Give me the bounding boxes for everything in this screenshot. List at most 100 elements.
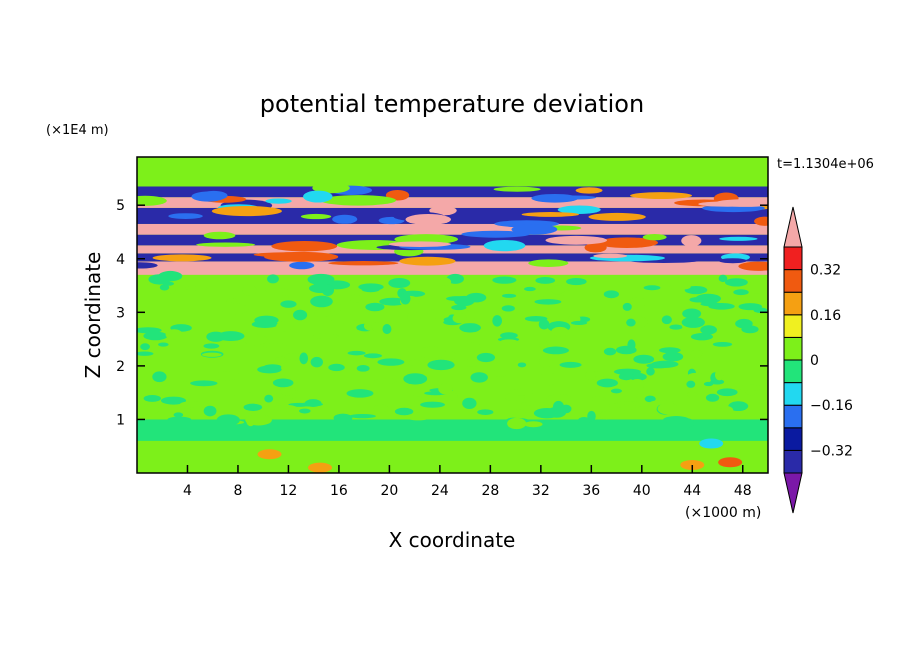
field-blob xyxy=(646,362,670,369)
field-blob xyxy=(588,212,646,221)
field-blob xyxy=(221,303,249,315)
field-blob xyxy=(560,404,572,414)
time-label: t=1.1304e+06 xyxy=(777,157,874,172)
field-blob xyxy=(388,278,411,289)
field-blob xyxy=(346,389,374,398)
field-blob xyxy=(538,373,559,386)
field-blob xyxy=(738,261,768,271)
field-blob xyxy=(716,388,738,397)
field-blob xyxy=(276,321,294,332)
field-blob xyxy=(312,333,339,339)
field-blob xyxy=(492,315,503,327)
field-blob xyxy=(596,237,658,249)
x-tick-label: 32 xyxy=(532,483,550,499)
field-blob xyxy=(662,416,690,424)
field-blob xyxy=(373,378,397,384)
x-unit-label: (×1000 m) xyxy=(685,505,761,521)
field-blob xyxy=(349,414,376,419)
field-blob xyxy=(669,324,683,330)
field-blob xyxy=(728,401,749,411)
field-blob xyxy=(686,380,696,388)
field-blob xyxy=(405,214,452,225)
x-tick-label: 44 xyxy=(683,483,701,499)
field-blob xyxy=(599,410,614,420)
field-blob xyxy=(743,287,768,294)
x-tick-label: 48 xyxy=(734,483,752,499)
field-blob xyxy=(633,354,655,364)
chart-title: potential temperature deviation xyxy=(260,90,644,118)
colorbar-max-cap xyxy=(783,206,803,248)
field-blob xyxy=(289,261,315,270)
field-blob xyxy=(575,187,603,194)
field-blob xyxy=(738,384,763,392)
field-blob xyxy=(427,359,455,371)
field-blob xyxy=(476,352,496,363)
field-blob xyxy=(585,370,596,381)
field-blob xyxy=(551,326,569,337)
field-blob xyxy=(332,214,358,224)
field-blob xyxy=(307,273,335,286)
field-blob xyxy=(630,192,692,200)
field-blob xyxy=(715,199,768,207)
colorbar-label: −0.32 xyxy=(810,443,853,459)
y-axis-ticks: 1 2 3 4 5 xyxy=(116,198,768,428)
field-blob xyxy=(152,254,212,262)
field-blob xyxy=(328,261,399,266)
field-blob xyxy=(148,274,171,285)
field-blob xyxy=(610,388,622,394)
field-blob xyxy=(243,334,268,346)
field-blob xyxy=(308,283,334,294)
field-band xyxy=(137,223,768,235)
field-blob xyxy=(293,309,308,321)
field-blob xyxy=(363,353,382,359)
colorbar-label: 0.16 xyxy=(810,308,841,324)
field-blob xyxy=(508,388,535,396)
field-blob xyxy=(312,182,350,194)
field-blob xyxy=(470,372,488,383)
field-blob xyxy=(140,343,150,351)
field-blob xyxy=(657,402,679,415)
field-blob xyxy=(634,316,648,328)
field-blob xyxy=(418,346,447,359)
colorbar-label: 0.32 xyxy=(810,263,841,279)
field-blob xyxy=(356,365,370,372)
field-blob xyxy=(661,315,672,325)
field-blob xyxy=(719,236,758,241)
field-blob xyxy=(517,362,527,368)
field-blob xyxy=(265,198,292,204)
colorbar-min-cap xyxy=(783,472,803,514)
contour-field xyxy=(137,157,768,473)
field-blob xyxy=(636,393,646,400)
field-blob xyxy=(477,409,494,415)
x-tick-label: 12 xyxy=(280,483,298,499)
field-blob xyxy=(257,449,282,460)
field-blob xyxy=(502,293,517,298)
field-blob xyxy=(686,372,705,380)
colorbar-swatch xyxy=(783,359,803,384)
field-blob xyxy=(669,283,691,290)
field-blob xyxy=(451,304,467,311)
field-blob xyxy=(603,347,617,356)
field-blob xyxy=(143,331,168,341)
field-blob xyxy=(492,276,517,284)
field-blob xyxy=(461,230,530,238)
field-blob xyxy=(330,313,356,324)
field-blob xyxy=(643,285,661,291)
field-blob xyxy=(310,295,333,308)
field-blob xyxy=(179,401,204,408)
field-blob xyxy=(724,278,748,287)
field-blob xyxy=(705,393,720,402)
field-blob xyxy=(439,277,452,286)
field-blob xyxy=(137,327,162,334)
field-blob xyxy=(203,343,220,349)
field-blob xyxy=(243,403,263,411)
field-blob xyxy=(741,325,759,334)
field-blob xyxy=(524,286,536,292)
field-blob xyxy=(483,240,526,252)
field-blob xyxy=(626,318,636,327)
field-blob xyxy=(137,404,160,415)
x-tick-label: 4 xyxy=(183,483,192,499)
field-blob xyxy=(462,397,477,409)
field-blob xyxy=(399,256,456,266)
